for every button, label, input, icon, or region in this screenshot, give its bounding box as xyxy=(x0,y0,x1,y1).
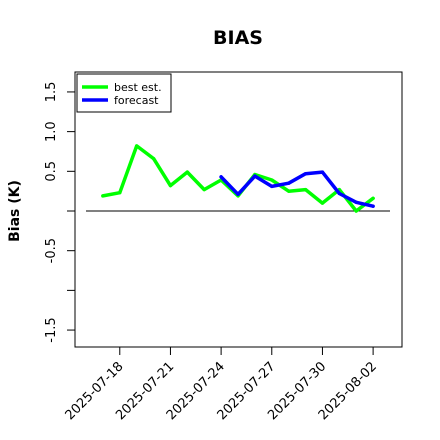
data-point-best-est xyxy=(320,201,325,205)
data-point-best-est xyxy=(168,184,173,188)
y-axis-label: Bias (K) xyxy=(7,180,23,242)
legend: best est. forecast xyxy=(76,73,172,113)
series-line-forecast xyxy=(219,170,375,208)
data-point-forecast xyxy=(303,172,308,176)
data-point-best-est xyxy=(185,170,189,174)
data-point-forecast xyxy=(320,170,325,174)
y-tick-label: -0.5 xyxy=(44,238,59,263)
data-point-forecast xyxy=(287,181,291,185)
data-point-best-est xyxy=(101,194,105,198)
data-point-forecast xyxy=(354,200,358,204)
data-point-best-est xyxy=(202,187,206,192)
data-point-forecast xyxy=(371,204,375,208)
data-point-forecast xyxy=(270,184,274,188)
data-point-forecast xyxy=(219,175,223,179)
legend-label-forecast: forecast xyxy=(114,94,159,107)
data-point-best-est xyxy=(151,157,156,161)
series-layer xyxy=(101,144,375,213)
data-point-best-est xyxy=(303,187,308,192)
legend-box xyxy=(76,73,172,113)
y-axis: -1.5 -0.5 0.5 1.0 1.5 xyxy=(44,82,75,343)
data-point-best-est xyxy=(371,196,375,200)
chart-title: BIAS xyxy=(213,27,263,49)
data-point-best-est xyxy=(135,144,139,148)
series-line-best-est xyxy=(101,144,375,213)
y-tick-label: 0.5 xyxy=(44,161,59,182)
legend-label-best-est: best est. xyxy=(114,81,162,94)
data-point-forecast xyxy=(236,192,240,196)
data-point-forecast xyxy=(337,191,341,196)
x-axis: 2025-07-182025-07-212025-07-242025-07-27… xyxy=(63,347,380,423)
data-point-best-est xyxy=(118,191,122,195)
data-point-forecast xyxy=(253,174,257,178)
y-tick-label: 1.0 xyxy=(44,121,59,142)
plot-area-frame xyxy=(74,71,403,348)
data-point-best-est xyxy=(270,178,274,182)
data-point-best-est xyxy=(287,189,291,193)
data-point-best-est xyxy=(354,209,358,213)
y-tick-label: 1.5 xyxy=(44,82,59,103)
y-tick-label: -1.5 xyxy=(44,317,59,342)
